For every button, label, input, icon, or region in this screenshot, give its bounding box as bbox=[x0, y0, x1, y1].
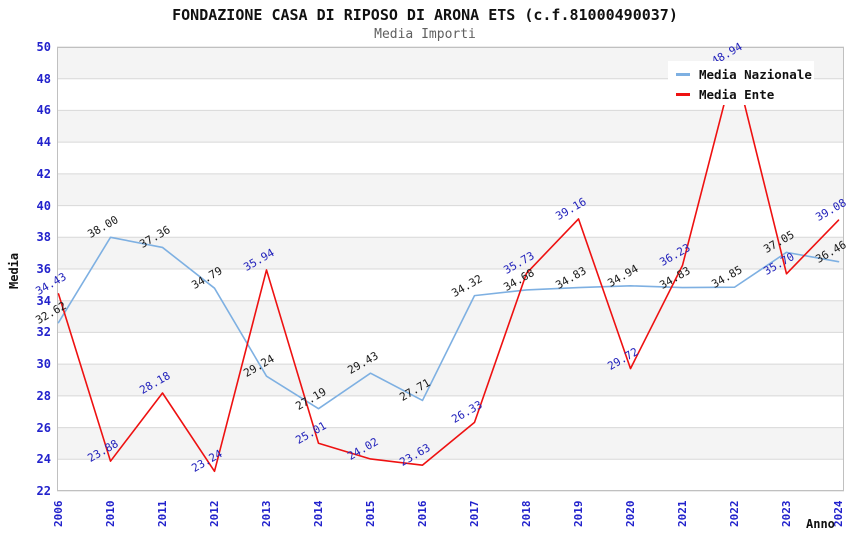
plot-border bbox=[57, 47, 844, 491]
x-tick-label: 2006 bbox=[52, 500, 65, 528]
x-tick-label: 2017 bbox=[468, 500, 481, 528]
y-tick-label: 32 bbox=[36, 325, 51, 340]
x-tick-label: 2011 bbox=[156, 500, 169, 528]
legend: Media Nazionale Media Ente bbox=[668, 61, 814, 105]
legend-swatch-ente-icon bbox=[676, 92, 690, 96]
y-tick-label: 30 bbox=[36, 357, 51, 372]
x-tick-label: 2023 bbox=[780, 500, 793, 528]
y-tick-label: 38 bbox=[36, 230, 51, 245]
background-band bbox=[57, 427, 844, 460]
y-tick-label: 34 bbox=[36, 293, 51, 308]
chart-subtitle: Media Importi bbox=[374, 27, 476, 42]
x-tick-label: 2014 bbox=[312, 500, 325, 528]
y-tick-label: 48 bbox=[36, 71, 51, 86]
background-band bbox=[57, 173, 844, 206]
background-band bbox=[57, 364, 844, 396]
chart-title: FONDAZIONE CASA DI RIPOSO DI ARONA ETS (… bbox=[172, 6, 678, 24]
x-tick-label: 2015 bbox=[364, 500, 377, 528]
y-tick-label: 36 bbox=[36, 262, 51, 276]
series-line-media-ente bbox=[57, 63, 840, 473]
legend-item-media-ente: Media Ente bbox=[676, 84, 814, 104]
y-tick-label: 28 bbox=[36, 388, 51, 403]
x-tick-label: 2020 bbox=[624, 500, 637, 528]
y-tick-label: 44 bbox=[36, 135, 51, 150]
legend-label: Media Ente bbox=[699, 86, 775, 102]
y-axis-title: Media bbox=[7, 252, 21, 289]
legend-item-media-nazionale: Media Nazionale bbox=[676, 64, 814, 84]
legend-swatch-nazionale-icon bbox=[676, 72, 690, 76]
y-tick-label: 24 bbox=[36, 452, 51, 467]
x-tick-label: 2019 bbox=[572, 500, 585, 528]
legend-label: Media Nazionale bbox=[699, 66, 812, 82]
y-tick-label: 46 bbox=[36, 103, 51, 118]
x-axis-title: Anno bbox=[806, 517, 835, 531]
x-tick-label: 2022 bbox=[728, 500, 741, 528]
background-band bbox=[57, 300, 844, 333]
x-tick-label: 2016 bbox=[416, 500, 429, 528]
y-tick-label: 40 bbox=[36, 198, 51, 213]
x-tick-label: 2010 bbox=[104, 500, 117, 528]
x-tick-label: 2012 bbox=[208, 500, 221, 528]
y-tick-label: 50 bbox=[36, 40, 51, 54]
background-band bbox=[57, 110, 844, 143]
x-tick-label: 2013 bbox=[260, 500, 273, 528]
y-tick-label: 26 bbox=[36, 420, 51, 435]
x-tick-label: 2021 bbox=[676, 500, 689, 528]
series-line-media-nazionale bbox=[57, 236, 840, 410]
y-tick-label: 22 bbox=[36, 484, 51, 498]
x-tick-label: 2018 bbox=[520, 500, 533, 528]
background-band bbox=[57, 237, 844, 269]
y-tick-label: 42 bbox=[36, 166, 51, 181]
